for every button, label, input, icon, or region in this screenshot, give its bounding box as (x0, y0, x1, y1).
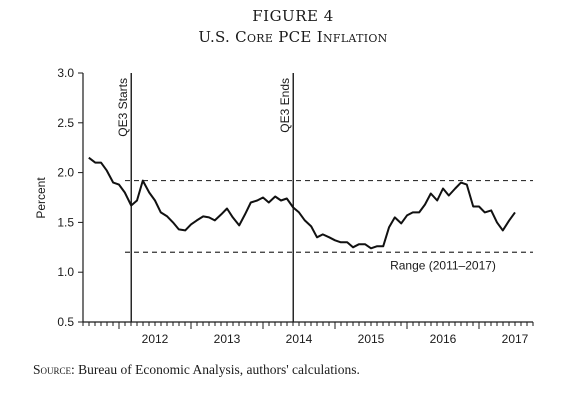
x-tick-label: 2013 (214, 332, 241, 346)
y-tick-label: 3.0 (57, 66, 74, 80)
source-label: Source: (33, 362, 75, 377)
figure-number: FIGURE 4 (252, 7, 334, 25)
figure-title: U.S. Core PCE Inflation (198, 28, 388, 46)
qe3-label: QE3 Ends (278, 78, 292, 133)
source-note: Source: Bureau of Economic Analysis, aut… (33, 362, 360, 378)
y-tick-label: 2.5 (57, 116, 74, 130)
core-pce-line (88, 156, 516, 250)
x-tick-label: 2016 (430, 332, 457, 346)
y-tick-label: 0.5 (57, 315, 74, 329)
x-tick-label: 2017 (502, 332, 529, 346)
plot-area: 0.5 1.0 1.5 2.0 2.5 3.0 2012 2013 2014 2015 2016 20… (57, 66, 534, 346)
qe3-label: QE3 Starts (116, 78, 130, 137)
x-tick-label: 2014 (286, 332, 313, 346)
y-axis-label: Percent (34, 177, 48, 219)
x-tick-label: 2012 (142, 332, 169, 346)
y-tick-label: 2.0 (57, 166, 74, 180)
source-text: Bureau of Economic Analysis, authors' ca… (78, 362, 360, 377)
y-tick-label: 1.0 (57, 265, 74, 279)
range-label: Range (2011–2017) (390, 258, 496, 272)
y-tick-label: 1.5 (57, 215, 74, 229)
x-tick-label: 2015 (358, 332, 385, 346)
